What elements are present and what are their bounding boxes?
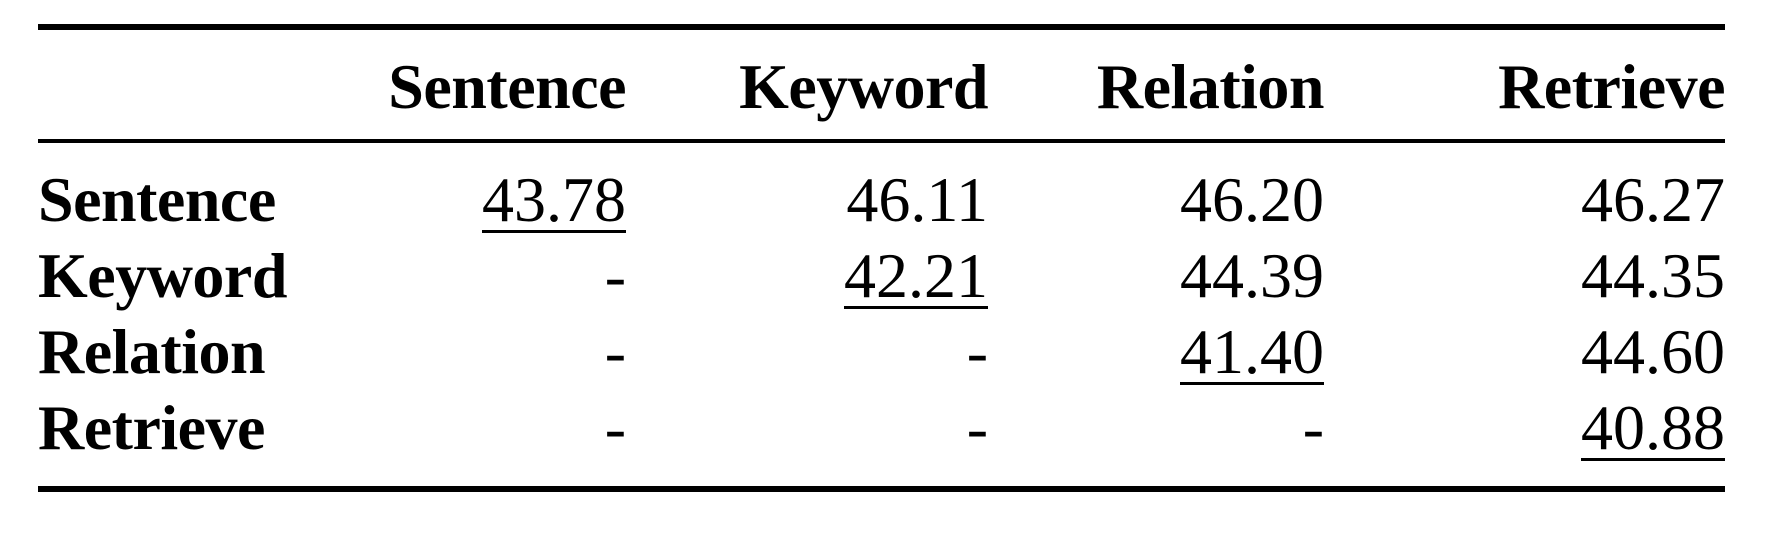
table-cell: - xyxy=(966,392,988,463)
bottom-rule xyxy=(38,486,1725,492)
table-cell: - xyxy=(966,316,988,387)
column-header-sentence: Sentence xyxy=(388,50,626,122)
table-row-retrieve: Retrieve - - - 40.88 xyxy=(38,390,1725,466)
row-label-relation: Relation xyxy=(38,316,266,387)
table-cell: 44.60 xyxy=(1581,316,1725,387)
column-header-relation: Relation xyxy=(1096,50,1325,122)
table-cell: 41.40 xyxy=(988,320,1324,384)
column-header-retrieve: Retrieve xyxy=(1498,50,1725,122)
table-row-relation: Relation - - 41.40 44.60 xyxy=(38,314,1725,390)
table-cell: 46.11 xyxy=(846,164,988,235)
table-cell: 42.21 xyxy=(626,244,988,308)
row-label-retrieve: Retrieve xyxy=(38,392,265,463)
underlined-value: 41.40 xyxy=(1180,316,1324,387)
table-cell: 44.39 xyxy=(1180,240,1324,311)
table-row-sentence: Sentence 43.78 46.11 46.20 46.27 xyxy=(38,162,1725,238)
table-body: Sentence 43.78 46.11 46.20 46.27 Keyword… xyxy=(38,143,1725,486)
table-cell: - xyxy=(604,392,626,463)
table-cell: - xyxy=(604,316,626,387)
table-cell: 43.78 xyxy=(338,168,626,232)
table-cell: - xyxy=(1302,392,1324,463)
underlined-value: 43.78 xyxy=(482,164,626,235)
table-cell: 44.35 xyxy=(1581,240,1725,311)
table-cell: 46.27 xyxy=(1581,164,1725,235)
column-header-keyword: Keyword xyxy=(739,50,988,122)
table-row-keyword: Keyword - 42.21 44.39 44.35 xyxy=(38,238,1725,314)
table-cell: - xyxy=(604,240,626,311)
results-table: Sentence Keyword Relation Retrieve Sente… xyxy=(38,24,1726,492)
top-rule xyxy=(38,24,1725,30)
header-row: Sentence Keyword Relation Retrieve xyxy=(38,30,1725,139)
underlined-value: 42.21 xyxy=(844,240,988,311)
underlined-value: 40.88 xyxy=(1581,392,1725,463)
table-cell: 40.88 xyxy=(1324,396,1725,460)
table-cell: 46.20 xyxy=(1180,164,1324,235)
header-rule xyxy=(38,139,1725,143)
row-label-sentence: Sentence xyxy=(38,164,276,235)
row-label-keyword: Keyword xyxy=(38,240,287,311)
